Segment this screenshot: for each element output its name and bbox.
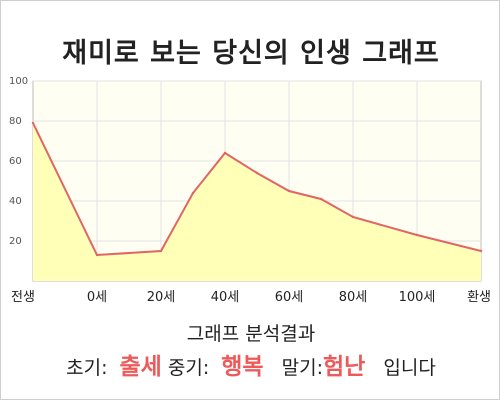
x-tick-label: 20세 <box>147 290 176 305</box>
x-tick-label: 100세 <box>399 290 436 305</box>
data-point <box>479 249 483 253</box>
x-tick-label: 환생 <box>467 290 491 305</box>
data-point <box>223 151 227 155</box>
y-axis-ticks: 20 40 60 80 100 <box>9 76 28 247</box>
data-point <box>415 233 419 237</box>
data-point <box>95 253 99 257</box>
data-point <box>319 197 323 201</box>
summary-heading: 그래프 분석결과 <box>186 323 316 345</box>
grid-lines <box>33 80 481 281</box>
chart-title: 재미로 보는 당신의 인생 그래프 <box>62 38 440 69</box>
data-points <box>31 121 483 257</box>
analysis-result: 초기: 출세 중기: 행복 말기:험난 입니다 <box>1 347 500 381</box>
y-tick-label: 80 <box>9 116 22 127</box>
late-value: 험난 <box>323 354 366 380</box>
x-tick-label: 0세 <box>87 290 107 305</box>
life-area-fill <box>33 123 481 281</box>
y-tick-label: 40 <box>9 196 22 207</box>
x-axis-ticks: 전생 0세 20세 40세 60세 80세 100세 환생 <box>11 290 491 305</box>
middle-label: 중기: <box>167 357 210 379</box>
early-label: 초기: <box>66 357 108 379</box>
data-point <box>159 249 163 253</box>
data-point <box>287 189 291 193</box>
y-tick-label: 20 <box>9 236 22 247</box>
y-tick-label: 60 <box>9 156 22 167</box>
data-point <box>31 121 35 125</box>
late-label: 말기: <box>281 357 324 379</box>
x-tick-label: 40세 <box>211 290 240 305</box>
x-tick-label: 전생 <box>11 290 35 305</box>
ending-text: 입니다 <box>383 357 436 379</box>
x-tick-label: 80세 <box>339 290 368 305</box>
data-point <box>255 171 259 175</box>
data-point <box>191 191 195 195</box>
x-tick-label: 60세 <box>275 290 304 305</box>
data-point <box>351 215 355 219</box>
y-tick-label: 100 <box>9 76 28 87</box>
middle-value: 행복 <box>221 354 264 380</box>
early-value: 출세 <box>119 354 162 380</box>
